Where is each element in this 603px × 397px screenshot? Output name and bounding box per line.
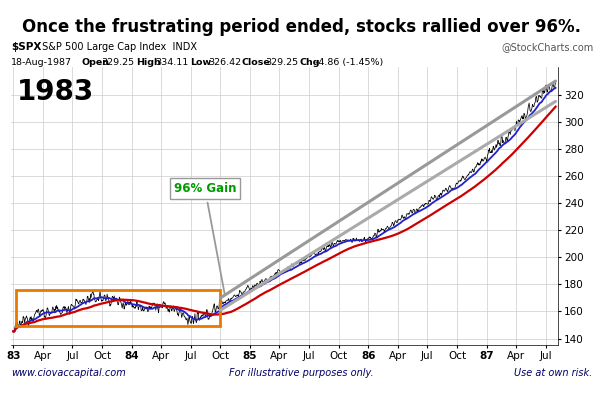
Text: 326.42: 326.42 [208, 58, 241, 67]
Text: 329.25: 329.25 [101, 58, 134, 67]
Text: Open: Open [81, 58, 109, 67]
Text: -4.86 (-1.45%): -4.86 (-1.45%) [315, 58, 383, 67]
Text: 96% Gain: 96% Gain [174, 182, 236, 294]
Text: Low: Low [190, 58, 211, 67]
Text: S&P 500 Large Cap Index  INDX: S&P 500 Large Cap Index INDX [39, 42, 197, 52]
Text: $SPX: $SPX [11, 42, 41, 52]
Bar [16, 290, 221, 326]
Text: Chg: Chg [300, 58, 320, 67]
Text: 329.25: 329.25 [265, 58, 298, 67]
Text: www.ciovaccapital.com: www.ciovaccapital.com [11, 368, 125, 378]
Text: Use at own risk.: Use at own risk. [514, 368, 592, 378]
Text: Close: Close [241, 58, 270, 67]
Text: For illustrative purposes only.: For illustrative purposes only. [229, 368, 374, 378]
Text: Once the frustrating period ended, stocks rallied over 96%.: Once the frustrating period ended, stock… [22, 18, 581, 36]
Text: High: High [136, 58, 160, 67]
Text: 334.11: 334.11 [156, 58, 189, 67]
Text: 1983: 1983 [17, 78, 94, 106]
Text: @StockCharts.com: @StockCharts.com [502, 42, 594, 52]
Text: 18-Aug-1987: 18-Aug-1987 [11, 58, 72, 67]
